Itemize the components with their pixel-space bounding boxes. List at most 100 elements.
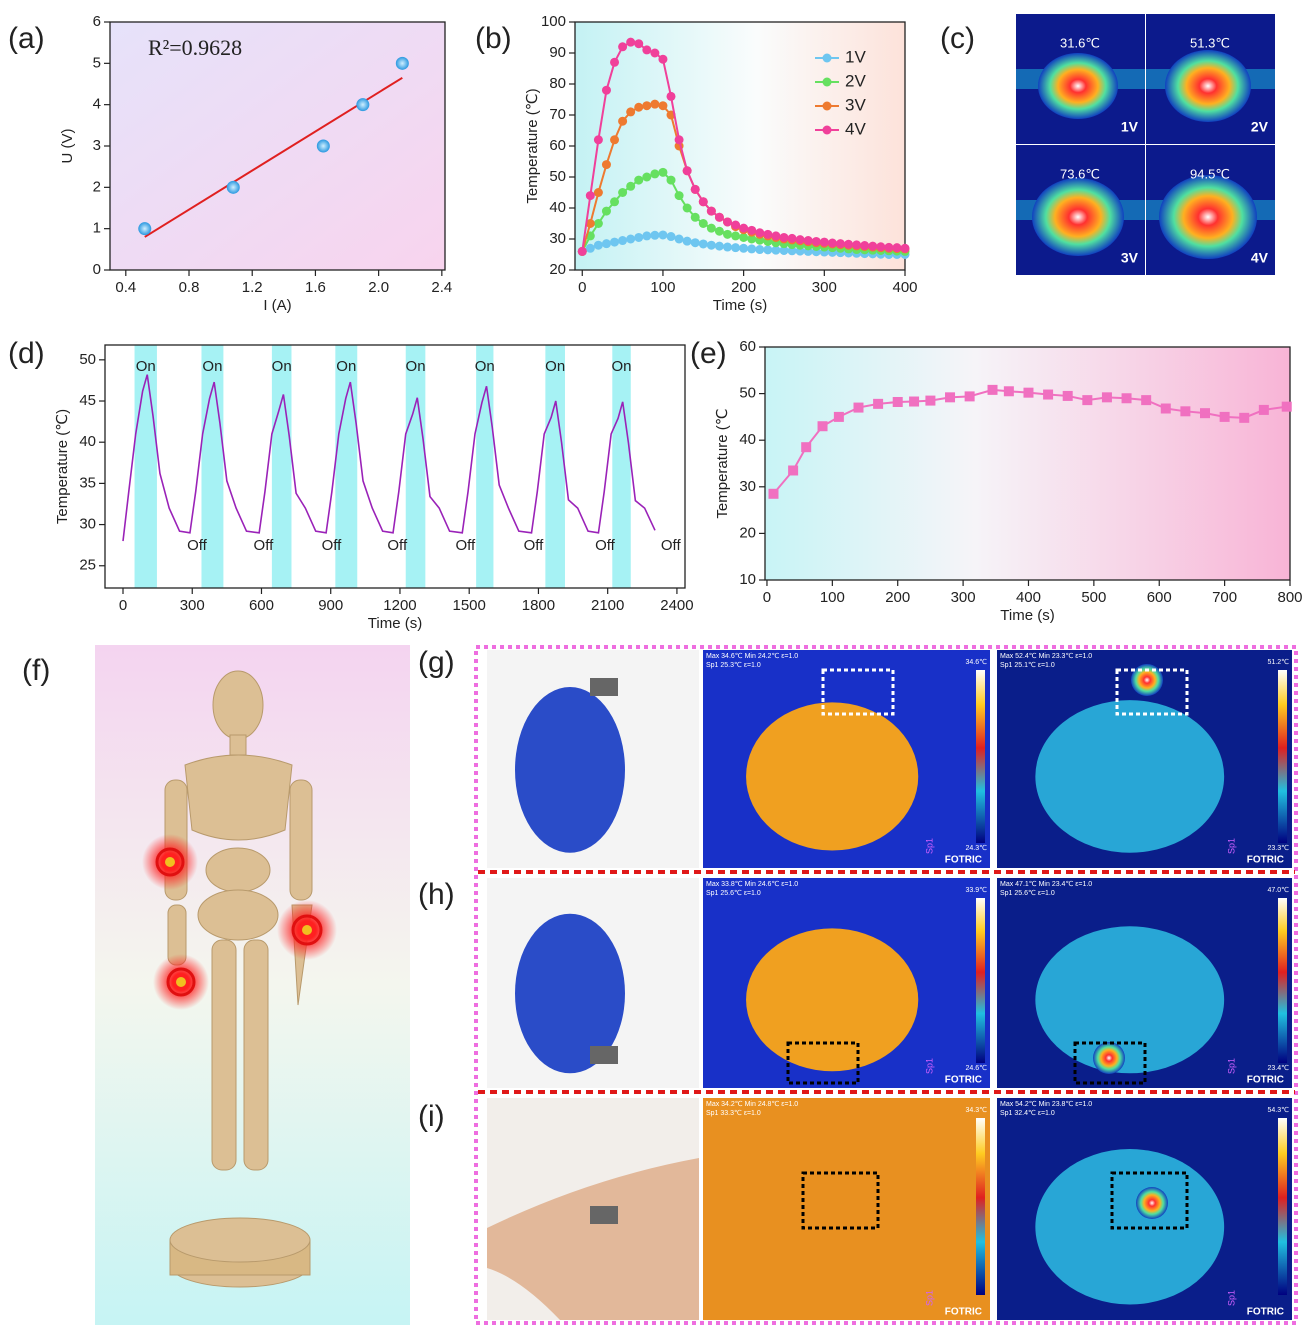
marker [682,203,692,213]
marker [1180,406,1191,417]
off-label: Off [322,537,343,554]
marker [706,240,716,250]
x-tick-label: 1800 [522,597,555,614]
x-tick-label: 800 [1277,589,1302,606]
header: Max 47.1℃ Min 23.4℃ ε=1.0 [1000,881,1092,888]
off-label: Off [254,537,275,554]
y-tick-label: 10 [739,571,756,588]
y-tick-label: 100 [541,13,566,30]
x-axis-label: Time (s) [368,615,422,632]
temperature-label: 73.6℃ [1060,166,1100,181]
marker [690,212,700,222]
y-tick-label: 3 [93,137,101,154]
marker [610,237,620,247]
y-tick-label: 60 [739,338,756,355]
scale-max: 47.0℃ [1268,887,1290,894]
marker [819,237,829,247]
marker [811,236,821,246]
marker [642,172,652,182]
spot-marker: Sp1 [1226,1058,1236,1074]
marker [642,45,652,55]
marker [674,135,684,145]
y-tick-label: 6 [93,13,101,30]
marker [610,57,620,67]
marker [650,99,660,109]
marker [768,488,779,499]
marker [1121,393,1132,404]
marker [892,243,902,253]
temperature-label: 94.5℃ [1190,166,1230,181]
marker [925,395,936,406]
marker [634,232,644,242]
y-tick-label: 35 [79,474,96,491]
marker [618,236,628,246]
header: Max 52.4℃ Min 23.3℃ ε=1.0 [1000,653,1092,660]
hot-spot [1093,1042,1125,1074]
x-tick-label: 1.6 [305,279,326,296]
off-label: Off [595,537,616,554]
marker [706,223,716,233]
on-label: On [475,358,495,375]
hot-spot [1136,1187,1168,1219]
plot-background [110,22,445,270]
marker [801,442,812,453]
y-tick-label: 80 [549,75,566,92]
marker [626,37,636,47]
marker [690,238,700,248]
panel-label: (f) [22,654,50,687]
header: Max 34.6℃ Min 24.2℃ ε=1.0 [706,653,798,660]
y-tick-label: 2 [93,178,101,195]
marker [747,244,757,254]
marker [714,226,724,236]
marker [626,181,636,191]
x-tick-label: 600 [1147,589,1172,606]
legend-swatch [822,77,832,87]
y-tick-label: 20 [739,524,756,541]
marker [618,42,628,52]
color-scale [1278,670,1287,843]
device [590,678,618,696]
marker [779,245,789,255]
marker [626,234,636,244]
marker [650,230,660,240]
marker [1200,408,1211,419]
marker [634,39,644,49]
color-scale [976,1118,985,1295]
marker [601,206,611,216]
marker [658,230,668,240]
spot-reading: Sp1 25.6℃ ε=1.0 [706,890,761,897]
off-label: Off [387,537,408,554]
spot-reading: Sp1 25.6℃ ε=1.0 [1000,890,1055,897]
marker [833,411,844,422]
marker [755,228,765,238]
y-tick-label: 45 [79,392,96,409]
marker [835,239,845,249]
legend-label: 4V [845,119,866,138]
marker [1239,412,1250,423]
marker [593,240,603,250]
marker [731,220,741,230]
header: Max 34.2℃ Min 24.8℃ ε=1.0 [706,1101,798,1108]
spot-marker: Sp1 [1226,838,1236,854]
marker [698,239,708,249]
spot-marker: Sp1 [924,838,934,854]
x-tick-label: 0 [578,279,586,296]
series-line [122,374,656,542]
x-tick-label: 0 [119,597,127,614]
plot-frame [574,21,906,271]
marker [722,242,732,252]
marker [787,246,797,256]
scale-max: 33.9℃ [966,887,988,894]
hot-region [1165,50,1251,122]
highlight-box [1073,1041,1147,1085]
marker [763,229,773,239]
marker [876,242,886,252]
panel-label: (h) [418,878,455,911]
panel-frame [474,645,1298,1325]
x-tick-label: 0.4 [115,279,136,296]
x-tick-label: 0.8 [179,279,200,296]
scale-min: 24.6℃ [966,1065,988,1072]
on-label: On [545,358,565,375]
x-tick-label: 200 [731,279,756,296]
